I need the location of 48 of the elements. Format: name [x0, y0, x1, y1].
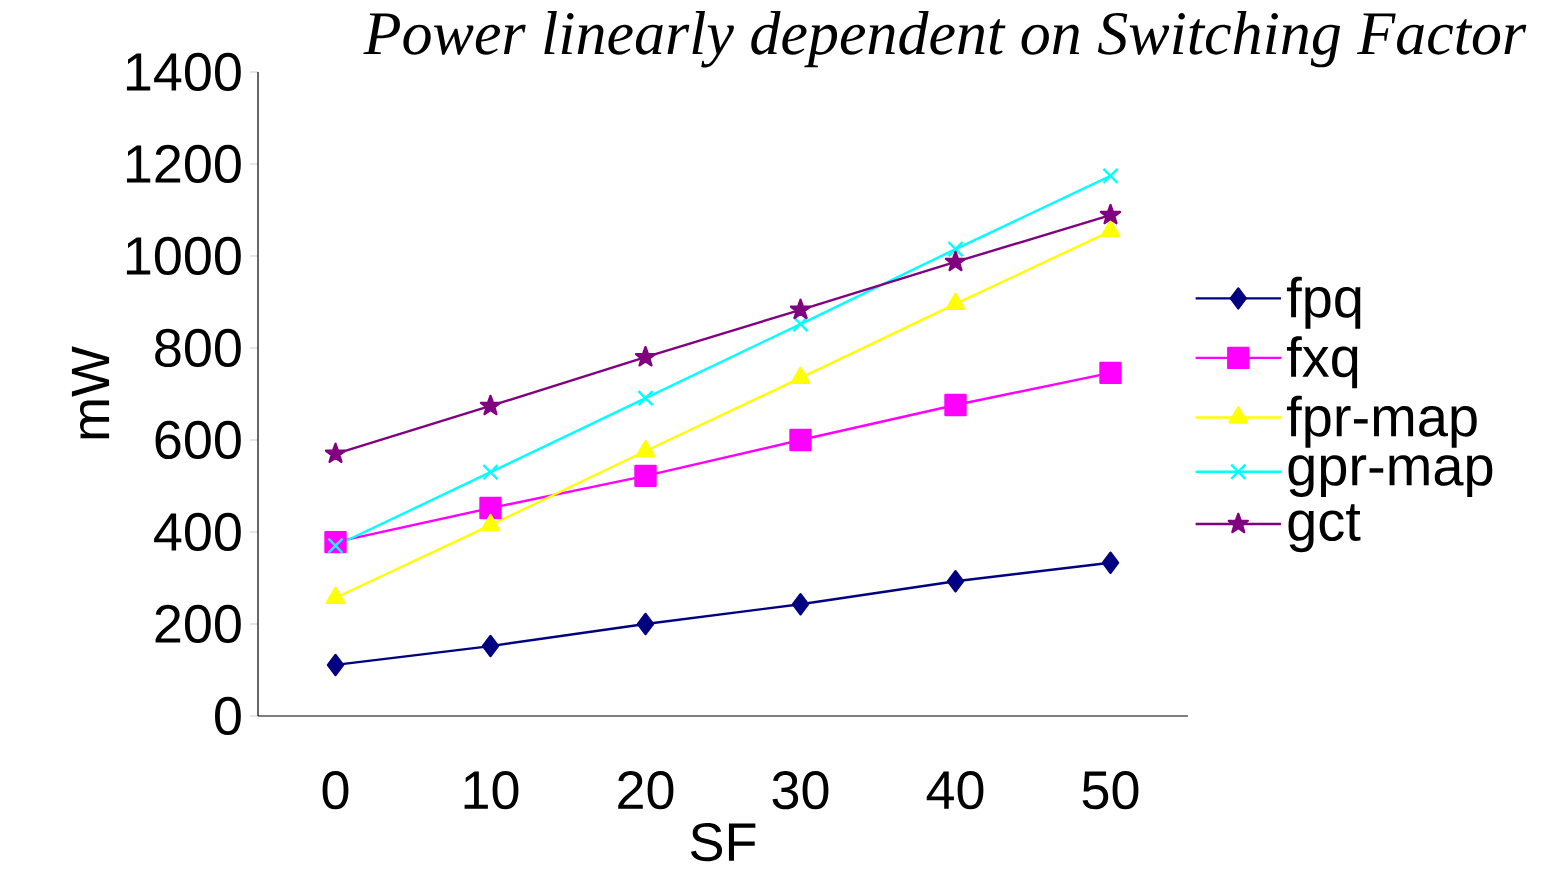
point	[947, 240, 964, 258]
y-tick-label: 0	[215, 696, 241, 736]
y-axis-title: mW	[71, 346, 110, 439]
y-tick-label: 1400	[126, 52, 241, 92]
x-tick-label: 30	[772, 771, 829, 810]
legend-label: fpr-map	[1286, 395, 1477, 448]
point	[327, 537, 344, 555]
x-tick-label: 0	[322, 771, 349, 810]
point	[1099, 203, 1122, 225]
chart-title: Power linearly dependent on Switching Factor	[363, 11, 1527, 68]
point	[1102, 167, 1119, 185]
point	[479, 496, 502, 520]
legend-label: gpr-map	[1288, 455, 1493, 497]
y-tick-label: 200	[155, 604, 241, 644]
x-axis-title: SF	[690, 823, 756, 862]
point	[634, 464, 657, 488]
point	[944, 393, 967, 417]
x-tick-label: 50	[1082, 771, 1139, 810]
point	[1101, 551, 1120, 574]
point	[479, 394, 502, 416]
point	[1099, 361, 1122, 385]
y-tick-label: 1000	[126, 236, 241, 276]
point	[326, 653, 345, 677]
legend-label: gct	[1288, 504, 1361, 553]
point	[324, 442, 347, 464]
point	[944, 250, 967, 272]
y-tick-label: 600	[155, 420, 241, 460]
x-tick-label: 10	[464, 771, 519, 810]
point	[634, 345, 657, 367]
x-tick-label: 20	[618, 771, 674, 810]
y-tick-label: 400	[154, 512, 241, 552]
legend-label: fxq	[1286, 336, 1358, 389]
point	[1100, 219, 1121, 238]
point	[945, 292, 966, 311]
point	[636, 612, 655, 636]
point	[790, 366, 811, 385]
legend-label: fpq	[1286, 276, 1361, 329]
point	[789, 298, 812, 320]
point	[791, 593, 810, 616]
y-tick-label: 1200	[126, 144, 241, 184]
y-tick-label: 800	[155, 328, 241, 368]
point	[481, 634, 500, 658]
point	[789, 428, 812, 452]
point	[637, 389, 654, 407]
point	[792, 315, 809, 333]
x-tick-label: 40	[926, 771, 984, 810]
point	[482, 463, 499, 481]
point	[946, 570, 965, 593]
